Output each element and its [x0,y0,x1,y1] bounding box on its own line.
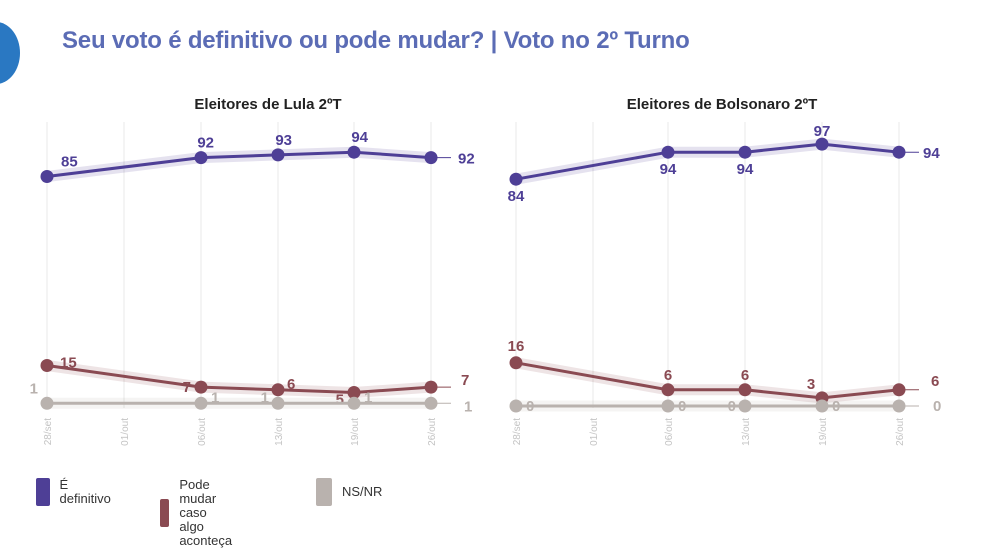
data-point [509,399,523,413]
data-point [271,396,285,410]
data-point [661,145,675,159]
data-point [424,151,438,165]
x-tick-label: 13/out [741,418,752,446]
data-point [347,396,361,410]
page-title: Seu voto é definitivo ou pode mudar? | V… [62,27,690,54]
data-point [892,145,906,159]
legend-swatch-nsnr [316,478,332,506]
data-point [40,396,54,410]
data-label: 84 [508,188,525,205]
data-point [271,148,285,162]
data-label: 85 [61,154,78,171]
x-tick-label: 19/out [818,418,829,446]
x-tick-label: 01/out [120,418,131,446]
data-label: 15 [60,355,77,372]
data-label: 92 [458,151,475,168]
data-label: 0 [728,398,736,415]
x-tick-label: 01/out [589,418,600,446]
data-label: 93 [275,132,292,149]
legend-swatch-pode-mudar [160,499,170,527]
data-point [40,359,54,372]
data-label: 7 [183,379,191,396]
data-label: 1 [30,380,38,397]
data-label: 16 [508,338,525,355]
data-label: 1 [211,389,219,406]
legend-swatch-definitivo [36,478,50,506]
data-point [271,383,285,397]
data-point [194,380,208,394]
data-point [424,380,438,394]
x-tick-label: 28/set [512,418,523,445]
data-label: 7 [461,372,469,389]
data-label: 3 [807,376,815,393]
data-point [738,399,752,413]
data-label: 0 [933,398,941,415]
charts-area: Eleitores de Lula 2ºT 28/set 01/out 06/out 1… [30,96,942,446]
data-label: 6 [664,367,672,384]
data-label: 97 [814,123,831,140]
data-label: 5 [336,392,344,409]
data-label: 1 [464,398,472,415]
data-label: 94 [351,129,368,146]
data-point [347,386,361,399]
data-label: 6 [287,376,295,393]
legend-label-pode-mudar: Pode mudar caso algo aconteça [179,477,233,548]
data-point [815,399,829,413]
chart-title: Eleitores de Lula 2ºT [194,96,341,113]
data-point [509,172,523,186]
x-tick-label: 19/out [350,418,361,446]
x-tick-label: 26/out [427,418,438,446]
data-label: 0 [526,398,534,415]
data-point [509,356,523,370]
data-point [661,383,675,397]
x-tick-label: 28/set [43,418,54,445]
data-point [424,396,438,410]
series-band [510,357,905,404]
data-point [661,399,675,413]
data-label: 94 [923,145,940,162]
chart-title: Eleitores de Bolsonaro 2ºT [627,96,818,113]
data-label: 0 [678,398,686,415]
data-point [892,399,906,413]
data-label: 1 [364,389,372,406]
legend-label-nsnr: NS/NR [342,484,383,499]
data-point [194,151,208,165]
data-point [738,145,752,159]
data-label: 92 [197,135,214,152]
data-point [40,170,54,183]
data-label: 94 [660,161,677,178]
legend-label-definitivo: É definitivo [59,477,111,506]
data-point [194,396,208,410]
series-band [510,138,905,185]
x-tick-label: 26/out [895,418,906,446]
data-label: 6 [741,367,749,384]
x-tick-label: 06/out [664,418,675,446]
brand-logo [0,22,20,84]
legend-item-definitivo: É definitivo [36,478,113,506]
data-label: 94 [737,161,754,178]
data-point [892,383,906,397]
legend-item-nsnr: NS/NR [316,478,382,506]
legend-item-pode-mudar: Pode mudar caso algo aconteça [160,478,239,548]
data-point [738,383,752,397]
x-tick-label: 06/out [197,418,208,446]
data-label: 6 [931,373,939,390]
data-label: 0 [832,398,840,415]
data-point [815,137,829,151]
x-tick-label: 13/out [274,418,285,446]
data-label: 1 [261,389,269,406]
data-point [347,145,361,159]
